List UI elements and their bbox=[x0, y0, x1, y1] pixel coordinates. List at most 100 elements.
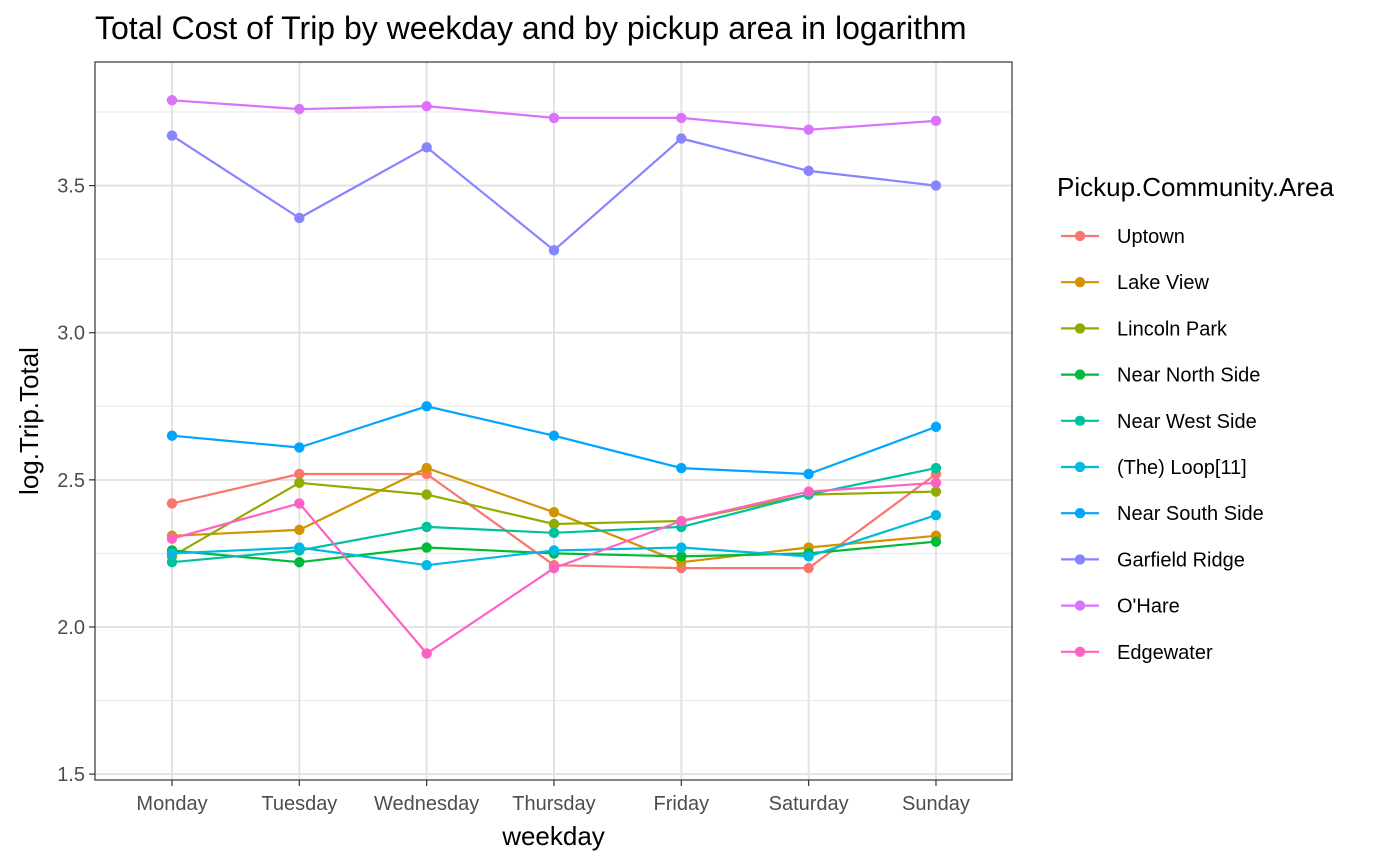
data-point bbox=[676, 112, 687, 124]
legend-item: Garfield Ridge bbox=[1061, 549, 1245, 571]
data-point bbox=[421, 489, 432, 500]
data-point bbox=[421, 142, 432, 153]
data-point bbox=[803, 562, 814, 574]
legend-label: Near North Side bbox=[1117, 365, 1260, 387]
data-point bbox=[294, 498, 305, 509]
data-point bbox=[421, 401, 432, 412]
series-group bbox=[166, 95, 942, 135]
y-axis-title: log.Trip.Total bbox=[14, 347, 44, 495]
x-tick-label: Tuesday bbox=[261, 793, 337, 815]
legend-key-point bbox=[1074, 600, 1086, 611]
data-point bbox=[548, 562, 560, 574]
data-point bbox=[294, 557, 305, 568]
legend-label: Garfield Ridge bbox=[1117, 549, 1245, 571]
legend-label: Edgewater bbox=[1117, 642, 1213, 664]
data-point bbox=[930, 509, 942, 521]
x-tick-label: Friday bbox=[654, 793, 710, 815]
legend-item: O'Hare bbox=[1061, 596, 1180, 618]
data-point bbox=[676, 515, 687, 527]
x-axis-title: weekday bbox=[501, 821, 605, 851]
y-tick-label: 2.5 bbox=[57, 470, 85, 492]
data-point bbox=[166, 130, 178, 141]
legend-key-point bbox=[1074, 323, 1086, 334]
data-point bbox=[166, 95, 178, 106]
legend-key-point bbox=[1074, 369, 1086, 380]
data-point bbox=[294, 442, 305, 453]
legend-key-point bbox=[1074, 277, 1086, 288]
legend-item: (The) Loop[11] bbox=[1061, 457, 1247, 479]
data-point bbox=[294, 477, 305, 488]
legend-key-point bbox=[1074, 508, 1086, 519]
legend-label: (The) Loop[11] bbox=[1117, 457, 1247, 479]
data-point bbox=[548, 527, 560, 539]
legend-key-point bbox=[1074, 461, 1086, 473]
legend-item: Lincoln Park bbox=[1061, 318, 1228, 340]
data-point bbox=[166, 533, 178, 544]
x-tick-label: Thursday bbox=[512, 793, 595, 815]
data-point bbox=[166, 557, 178, 568]
data-point bbox=[930, 477, 942, 488]
data-point bbox=[803, 486, 814, 497]
data-point bbox=[930, 115, 942, 127]
y-axis: 1.5 2.0 2.5 3.0 3.5 bbox=[57, 176, 95, 786]
data-point bbox=[294, 524, 305, 536]
legend-label: Uptown bbox=[1117, 226, 1185, 248]
y-tick-label: 3.0 bbox=[57, 323, 85, 345]
data-point bbox=[421, 648, 432, 659]
legend-items: Uptown Lake View Lincoln Park Near North Si… bbox=[1061, 226, 1264, 664]
series-group bbox=[166, 477, 942, 659]
x-tick-label: Saturday bbox=[769, 793, 849, 815]
series-group bbox=[166, 401, 942, 480]
x-tick-label: Sunday bbox=[902, 793, 970, 815]
data-point bbox=[930, 180, 942, 191]
series-group bbox=[166, 130, 942, 256]
data-point bbox=[676, 133, 687, 144]
data-point bbox=[930, 486, 942, 497]
legend-item: Near North Side bbox=[1061, 365, 1260, 387]
data-point bbox=[803, 165, 814, 177]
series-group bbox=[166, 509, 942, 571]
x-axis: Monday Tuesday Wednesday Thursday Friday Satu… bbox=[136, 780, 970, 815]
x-tick-label: Monday bbox=[136, 793, 207, 815]
legend-key-point bbox=[1074, 554, 1086, 565]
legend-item: Lake View bbox=[1061, 272, 1209, 294]
y-tick-label: 1.5 bbox=[57, 764, 85, 786]
data-point bbox=[803, 468, 814, 480]
data-point bbox=[803, 551, 814, 562]
data-point bbox=[548, 430, 560, 441]
data-point bbox=[421, 100, 432, 112]
data-point bbox=[166, 430, 178, 441]
data-point bbox=[166, 548, 178, 559]
data-point bbox=[548, 545, 560, 556]
major-gridlines bbox=[95, 62, 1012, 780]
data-point bbox=[294, 468, 305, 480]
legend-label: Near South Side bbox=[1117, 503, 1264, 525]
data-point bbox=[930, 536, 942, 547]
legend-item: Near West Side bbox=[1061, 411, 1257, 433]
data-point bbox=[166, 498, 178, 509]
data-point bbox=[421, 542, 432, 553]
legend-key-point bbox=[1074, 415, 1086, 426]
data-point bbox=[421, 521, 432, 533]
data-point bbox=[548, 112, 560, 124]
data-point bbox=[803, 124, 814, 135]
chart-title: Total Cost of Trip by weekday and by pic… bbox=[95, 10, 967, 46]
data-point bbox=[294, 212, 305, 224]
data-point bbox=[548, 507, 560, 518]
legend-item: Uptown bbox=[1061, 226, 1185, 248]
data-point bbox=[421, 559, 432, 571]
legend-key-point bbox=[1074, 646, 1086, 657]
legend-label: Lincoln Park bbox=[1117, 318, 1228, 340]
y-tick-label: 2.0 bbox=[57, 617, 85, 639]
data-point bbox=[548, 245, 560, 256]
data-point bbox=[676, 551, 687, 562]
legend-item: Near South Side bbox=[1061, 503, 1264, 525]
legend-label: Near West Side bbox=[1117, 411, 1257, 433]
data-point bbox=[930, 462, 942, 474]
legend: Pickup.Community.Area Uptown Lake View Lin… bbox=[1057, 172, 1334, 664]
data-point bbox=[294, 542, 305, 553]
data-point bbox=[548, 518, 560, 530]
legend-label: O'Hare bbox=[1117, 596, 1180, 618]
series-layer bbox=[166, 95, 942, 659]
